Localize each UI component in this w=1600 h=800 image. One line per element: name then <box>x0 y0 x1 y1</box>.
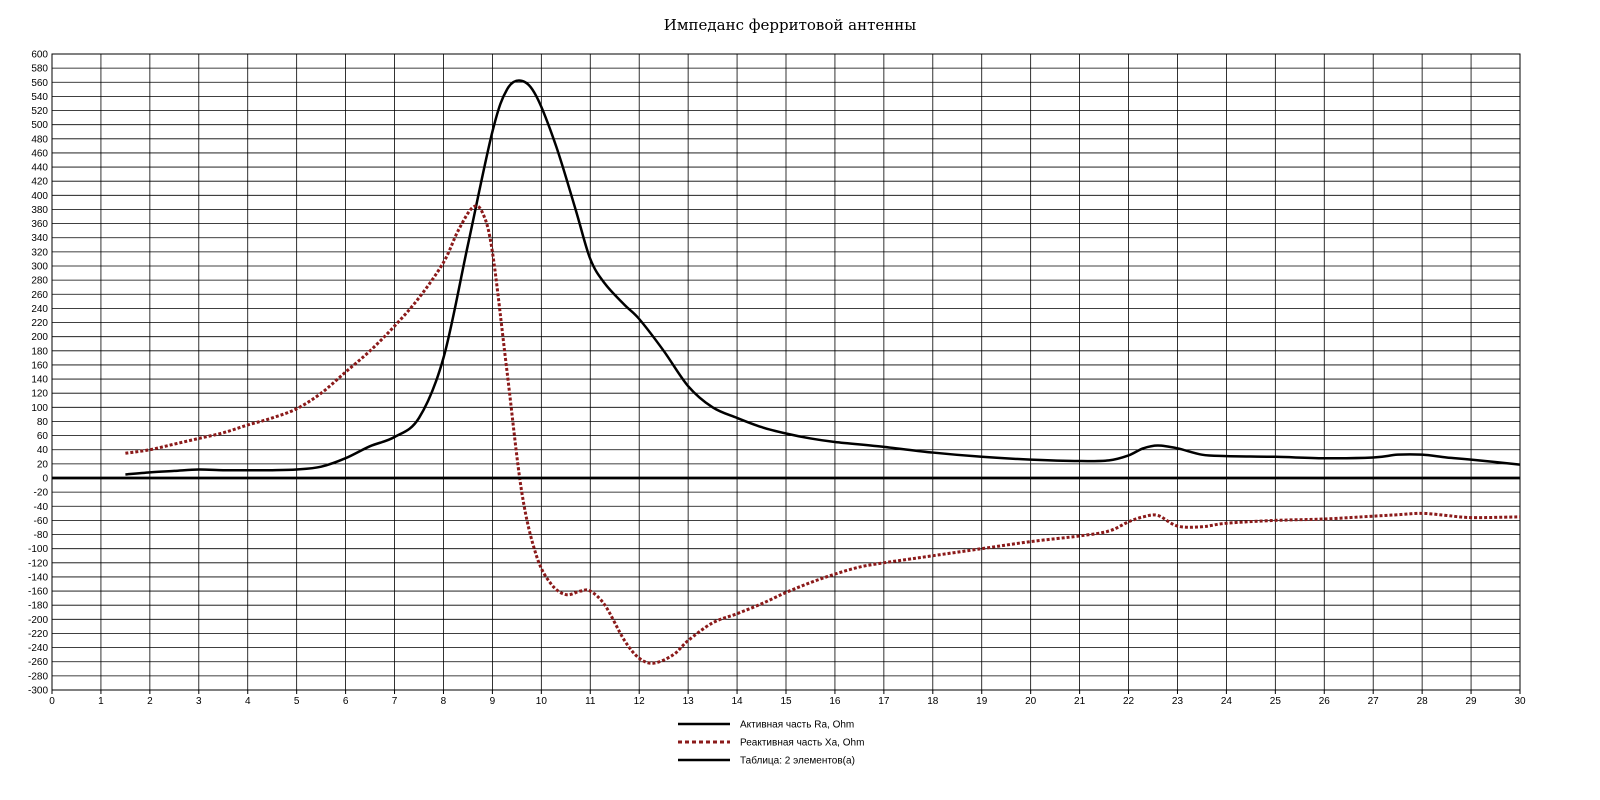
y-axis-tick-labels: 6005805605405205004804604404204003803603… <box>28 50 48 697</box>
grid-vertical <box>51 54 1521 694</box>
x-tick-label: 8 <box>441 696 447 707</box>
y-tick-label: 260 <box>31 290 48 301</box>
y-tick-label: 20 <box>37 459 49 470</box>
chart-title: Импеданс ферритовой антенны <box>664 16 916 34</box>
y-tick-label: 420 <box>31 177 48 188</box>
y-tick-label: -280 <box>28 671 48 682</box>
y-tick-label: 560 <box>31 78 48 89</box>
x-tick-label: 9 <box>490 696 496 707</box>
x-tick-label: 20 <box>1025 696 1037 707</box>
x-tick-label: 10 <box>536 696 548 707</box>
x-tick-label: 18 <box>927 696 939 707</box>
y-tick-label: 520 <box>31 106 48 117</box>
x-tick-label: 14 <box>732 696 744 707</box>
x-tick-label: 19 <box>976 696 988 707</box>
x-tick-label: 12 <box>634 696 646 707</box>
y-tick-label: 320 <box>31 247 48 258</box>
y-tick-label: 360 <box>31 219 48 230</box>
y-tick-label: -140 <box>28 572 48 583</box>
x-tick-label: 22 <box>1123 696 1135 707</box>
y-tick-label: 160 <box>31 360 48 371</box>
y-tick-label: -100 <box>28 544 48 555</box>
y-tick-label: 600 <box>31 50 48 61</box>
x-tick-label: 30 <box>1514 696 1526 707</box>
legend: Активная часть Ra, Ohm Реактивная часть X… <box>678 720 864 767</box>
y-tick-label: -160 <box>28 587 48 598</box>
y-tick-label: 40 <box>37 445 49 456</box>
x-tick-label: 13 <box>683 696 695 707</box>
x-tick-label: 27 <box>1368 696 1380 707</box>
x-tick-label: 11 <box>585 696 596 707</box>
x-tick-label: 15 <box>780 696 792 707</box>
y-tick-label: -200 <box>28 615 48 626</box>
y-tick-label: 180 <box>31 346 48 357</box>
y-tick-label: 540 <box>31 92 48 103</box>
series-layer <box>52 79 1521 665</box>
y-tick-label: 220 <box>31 318 48 329</box>
y-tick-label: 240 <box>31 304 48 315</box>
y-tick-label: 120 <box>31 389 48 400</box>
x-tick-label: 7 <box>392 696 398 707</box>
y-tick-label: -300 <box>28 686 48 697</box>
grid-horizontal <box>52 53 1520 691</box>
legend-label: Таблица: 2 элементов(а) <box>740 755 855 767</box>
y-tick-label: 0 <box>42 474 48 485</box>
y-tick-label: 340 <box>31 233 48 244</box>
y-tick-label: 380 <box>31 205 48 216</box>
x-tick-label: 21 <box>1074 696 1086 707</box>
y-tick-label: 200 <box>31 332 48 343</box>
x-tick-label: 24 <box>1221 696 1233 707</box>
y-tick-label: 80 <box>37 417 49 428</box>
x-tick-label: 29 <box>1466 696 1478 707</box>
y-tick-label: 300 <box>31 262 48 273</box>
y-tick-label: -180 <box>28 601 48 612</box>
series-line-1 <box>125 79 1521 476</box>
legend-label: Реактивная часть Xa, Ohm <box>740 738 864 749</box>
y-tick-label: -60 <box>34 516 49 527</box>
x-tick-label: 25 <box>1270 696 1282 707</box>
y-tick-label: 400 <box>31 191 48 202</box>
x-tick-label: 23 <box>1172 696 1184 707</box>
x-axis-tick-labels: 0 1 2 3 4 5 6 7 8 9 10 11 12 13 14 15 16 17 18 19 20 21 22 23 24… <box>49 696 1526 707</box>
y-tick-label: -260 <box>28 657 48 668</box>
y-tick-label: 460 <box>31 148 48 159</box>
y-tick-label: 280 <box>31 276 48 287</box>
x-tick-label: 28 <box>1417 696 1429 707</box>
y-tick-label: 500 <box>31 120 48 131</box>
y-tick-label: -220 <box>28 629 48 640</box>
y-tick-label: -120 <box>28 558 48 569</box>
y-tick-label: -40 <box>34 502 49 513</box>
x-tick-label: 16 <box>829 696 841 707</box>
y-tick-label: 60 <box>37 431 49 442</box>
x-tick-label: 26 <box>1319 696 1331 707</box>
y-tick-label: 440 <box>31 163 48 174</box>
y-tick-label: 100 <box>31 403 48 414</box>
y-tick-label: -80 <box>34 530 49 541</box>
x-tick-label: 2 <box>147 696 153 707</box>
x-tick-label: 0 <box>49 696 55 707</box>
y-tick-label: -20 <box>34 488 49 499</box>
y-tick-label: -240 <box>28 643 48 654</box>
series-line-2 <box>125 204 1521 665</box>
y-tick-label: 480 <box>31 134 48 145</box>
x-tick-label: 6 <box>343 696 349 707</box>
y-tick-label: 140 <box>31 375 48 386</box>
x-tick-label: 3 <box>196 696 202 707</box>
x-tick-label: 4 <box>245 696 251 707</box>
x-tick-label: 1 <box>98 696 104 707</box>
x-tick-label: 5 <box>294 696 300 707</box>
y-tick-label: 580 <box>31 64 48 75</box>
x-tick-label: 17 <box>878 696 890 707</box>
legend-label: Активная часть Ra, Ohm <box>740 720 854 731</box>
